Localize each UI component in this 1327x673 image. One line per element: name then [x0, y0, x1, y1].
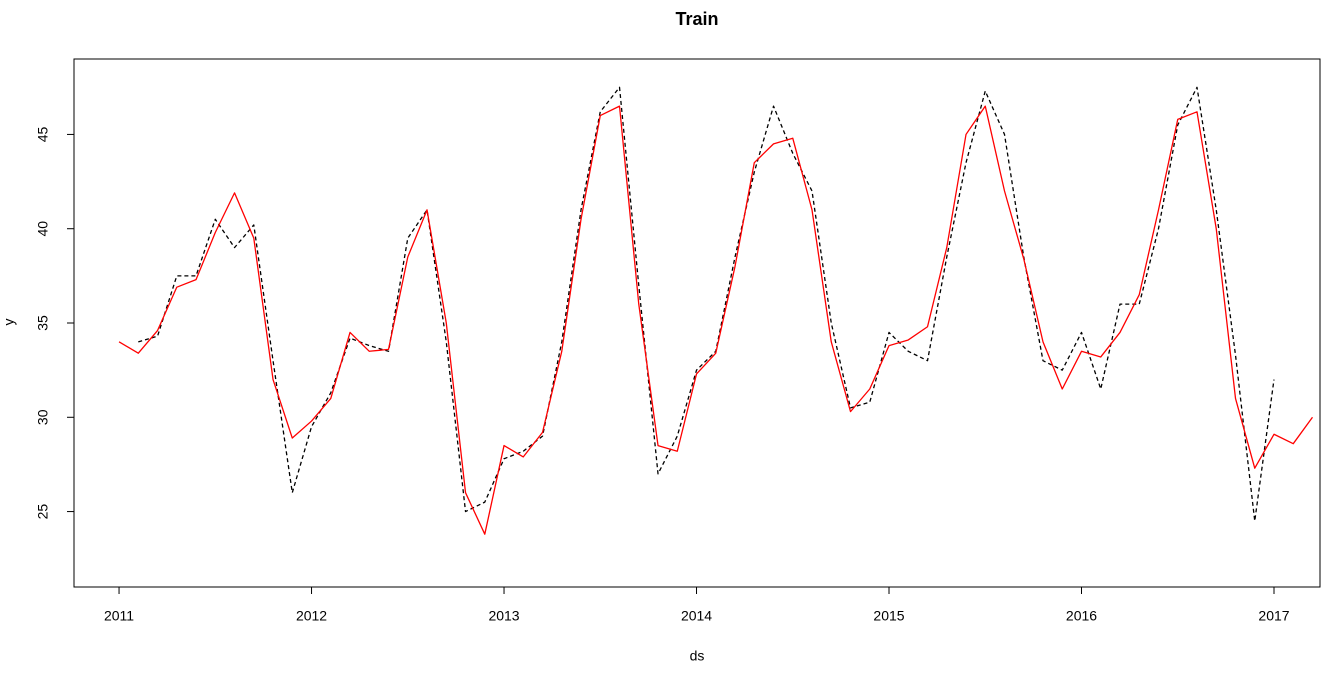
y-tick-label: 25 [35, 504, 51, 520]
x-tick-label: 2011 [104, 608, 134, 624]
x-tick-label: 2015 [873, 608, 904, 624]
x-axis-label: ds [690, 648, 705, 664]
x-tick-label: 2014 [681, 608, 712, 624]
y-tick-label: 30 [35, 409, 51, 425]
x-tick-label: 2013 [488, 608, 519, 624]
y-tick-label: 35 [35, 315, 51, 331]
x-tick-label: 2017 [1258, 608, 1289, 624]
plot-frame [73, 58, 1321, 588]
x-tick-label: 2012 [296, 608, 327, 624]
series-line [118, 105, 1314, 535]
chart-title: Train [675, 9, 718, 29]
x-tick-label: 2016 [1066, 608, 1097, 624]
y-tick-label: 40 [35, 221, 51, 237]
y-axis-label: y [1, 319, 17, 326]
y-tick-label: 45 [35, 126, 51, 142]
series-line [138, 86, 1275, 522]
